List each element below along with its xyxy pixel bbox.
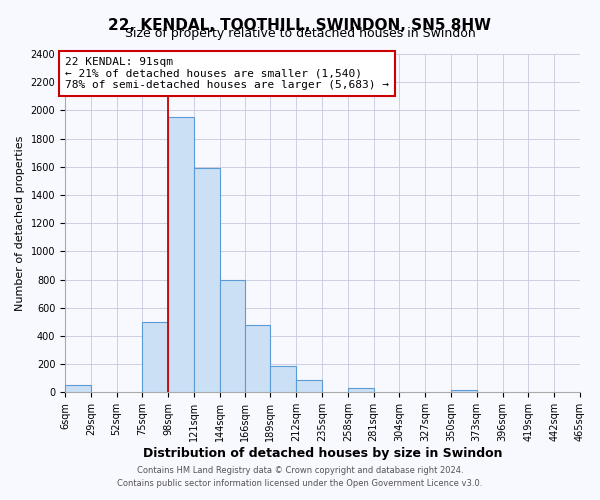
Bar bbox=[65, 386, 91, 392]
X-axis label: Distribution of detached houses by size in Swindon: Distribution of detached houses by size … bbox=[143, 447, 502, 460]
Text: 22, KENDAL, TOOTHILL, SWINDON, SN5 8HW: 22, KENDAL, TOOTHILL, SWINDON, SN5 8HW bbox=[109, 18, 491, 32]
Bar bbox=[271, 366, 296, 392]
Bar bbox=[348, 388, 374, 392]
Y-axis label: Number of detached properties: Number of detached properties bbox=[15, 136, 25, 311]
Text: 22 KENDAL: 91sqm
← 21% of detached houses are smaller (1,540)
78% of semi-detach: 22 KENDAL: 91sqm ← 21% of detached house… bbox=[65, 57, 389, 90]
Bar bbox=[245, 324, 271, 392]
Bar bbox=[296, 380, 322, 392]
Text: Size of property relative to detached houses in Swindon: Size of property relative to detached ho… bbox=[125, 28, 475, 40]
Bar bbox=[168, 118, 194, 392]
Bar bbox=[220, 280, 245, 392]
Bar bbox=[194, 168, 220, 392]
Text: Contains HM Land Registry data © Crown copyright and database right 2024.
Contai: Contains HM Land Registry data © Crown c… bbox=[118, 466, 482, 487]
Bar bbox=[451, 390, 477, 392]
Bar bbox=[142, 322, 168, 392]
